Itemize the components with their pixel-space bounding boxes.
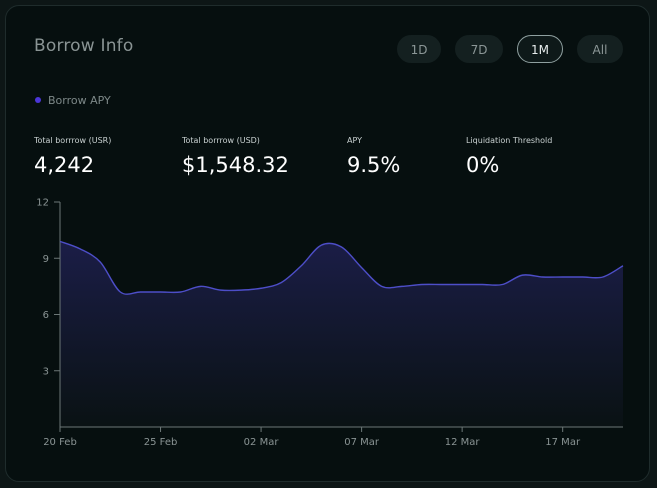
borrow-info-card: Borrow Info 1D 7D 1M All Borrow APY Tota… [5, 5, 650, 482]
data-point [240, 289, 242, 291]
data-point [139, 291, 141, 293]
data-point [461, 283, 463, 285]
stat-value: $1,548.32 [182, 153, 289, 177]
data-point [260, 287, 262, 289]
stat-value: 0% [466, 153, 500, 177]
stat-apy: APY 9.5% [347, 136, 400, 177]
chart-legend: Borrow APY [35, 94, 111, 107]
data-point [541, 276, 543, 278]
x-tick-label: 17 Mar [545, 437, 581, 448]
data-point [360, 266, 362, 268]
data-point [421, 283, 423, 285]
legend-label: Borrow APY [48, 94, 111, 107]
tab-all[interactable]: All [577, 35, 623, 63]
y-tick-label: 9 [43, 254, 49, 265]
stat-label: Total borrrow (USR) [34, 136, 112, 145]
data-point [280, 281, 282, 283]
data-point [340, 246, 342, 248]
x-tick-label: 20 Feb [43, 437, 77, 448]
y-tick-label: 12 [36, 198, 49, 209]
data-point [401, 285, 403, 287]
data-point [381, 285, 383, 287]
tab-7d[interactable]: 7D [455, 35, 503, 63]
data-point [220, 289, 222, 291]
borrow-apy-chart: 3 6 9 12 20 Feb 25 Feb 02 Mar 07 Mar 12 Mar 17 Ma… [36, 198, 624, 448]
tab-1d[interactable]: 1D [397, 35, 441, 63]
stat-label: Liquidation Threshold [466, 136, 553, 145]
stat-total-borrow-usd: Total borrrow (USD) $1,548.32 [182, 136, 289, 177]
data-point [59, 240, 61, 242]
data-point [300, 265, 302, 267]
data-point [200, 285, 202, 287]
data-point [622, 265, 624, 267]
data-point [521, 274, 523, 276]
data-point [561, 276, 563, 278]
stat-value: 9.5% [347, 153, 401, 177]
data-point [179, 291, 181, 293]
data-point [119, 291, 121, 293]
y-tick-label: 3 [43, 366, 49, 377]
data-point [441, 283, 443, 285]
card-title: Borrow Info [34, 36, 134, 56]
x-tick-label: 12 Mar [445, 437, 481, 448]
data-point [582, 276, 584, 278]
x-tick-label: 25 Feb [144, 437, 178, 448]
data-point [481, 283, 483, 285]
stat-total-borrow-usr: Total borrrow (USR) 4,242 [34, 136, 111, 177]
y-tick-label: 6 [43, 310, 49, 321]
data-point [501, 283, 503, 285]
series-area [60, 241, 623, 427]
data-point [159, 291, 161, 293]
data-point [602, 276, 604, 278]
stat-liquidation-threshold: Liquidation Threshold 0% [466, 136, 552, 177]
series-line-borrow-apy [59, 240, 624, 295]
x-tick-label: 02 Mar [244, 437, 280, 448]
stat-label: APY [347, 136, 363, 145]
data-point [320, 244, 322, 246]
legend-dot-icon [35, 97, 41, 103]
tab-1m[interactable]: 1M [517, 35, 563, 63]
stat-value: 4,242 [34, 153, 95, 177]
data-point [79, 248, 81, 250]
x-tick-label: 07 Mar [344, 437, 380, 448]
stat-label: Total borrrow (USD) [182, 136, 260, 145]
data-point [99, 261, 101, 263]
